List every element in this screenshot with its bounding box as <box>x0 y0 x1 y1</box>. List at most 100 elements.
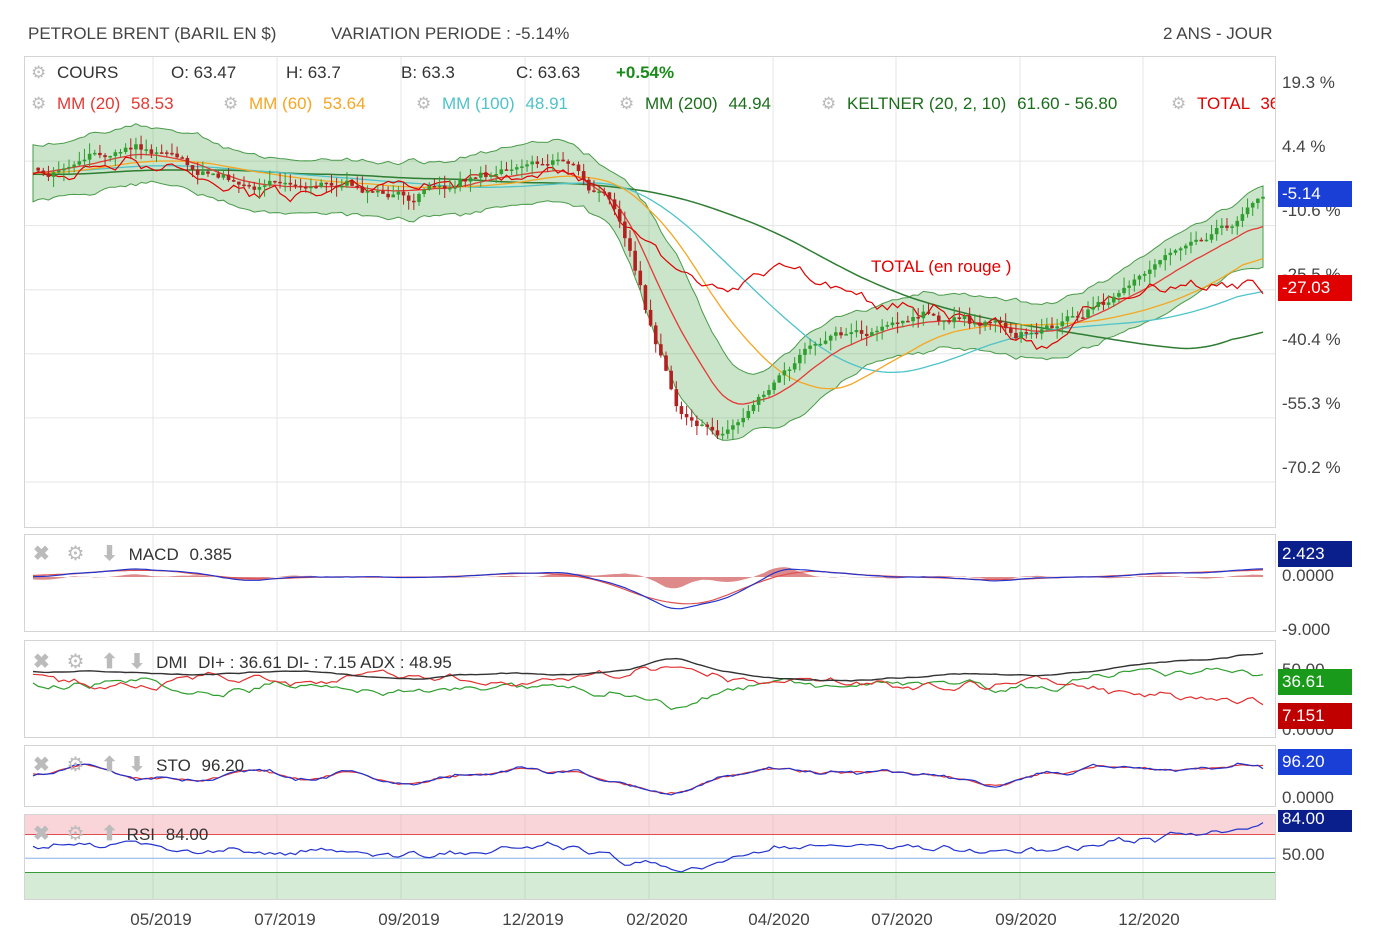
candle-body <box>550 160 555 165</box>
candle-body <box>839 332 843 336</box>
candle-body <box>885 325 890 327</box>
candle-body <box>489 175 493 177</box>
candle-body <box>900 320 905 324</box>
dmi-panel[interactable]: ✖ ⚙ ⬆ ⬇ DMI DI+ : 36.61 DI- : 7.15 ADX :… <box>24 640 1276 738</box>
candle-body <box>1034 332 1039 335</box>
candle-body <box>154 152 159 154</box>
mm200-value: 44.94 <box>728 94 771 113</box>
candle-body <box>46 173 51 177</box>
rsi-overbought-zone <box>25 815 1275 835</box>
candle-body <box>803 348 807 355</box>
candle-body <box>890 322 895 326</box>
gear-icon[interactable]: ⚙ <box>66 823 85 845</box>
move-up-icon[interactable]: ⬆ <box>101 754 118 776</box>
candle-body <box>463 179 468 182</box>
gear-icon[interactable]: ⚙ <box>821 94 837 113</box>
candle-body <box>334 185 339 188</box>
candle-body <box>345 180 349 186</box>
candle-body <box>731 425 735 430</box>
price-panel[interactable]: ⚙ COURS O: 63.47 H: 63.7 B: 63.3 C: 63.6… <box>24 56 1276 528</box>
candle-body <box>1039 329 1044 334</box>
candle-body <box>494 174 498 176</box>
candle-body <box>864 333 869 336</box>
move-down-icon[interactable]: ⬇ <box>128 651 146 673</box>
candle-body <box>442 185 447 189</box>
candle-body <box>427 185 432 190</box>
candle-body <box>370 191 375 193</box>
dmi-label: DMI <box>156 653 188 672</box>
candle-body <box>82 159 87 162</box>
candle-body <box>978 322 982 326</box>
candle-body <box>576 164 581 172</box>
candle-body <box>638 270 643 286</box>
sto-panel[interactable]: ✖ ⚙ ⬆ ⬇ STO 96.20 <box>24 745 1276 807</box>
x-tick: 07/2020 <box>871 910 933 929</box>
candle-body <box>798 354 802 364</box>
candle-body <box>998 320 1003 323</box>
candle-body <box>689 417 694 421</box>
candle-body <box>1014 332 1018 339</box>
candle-body <box>587 179 591 191</box>
keltner-label: KELTNER (20, 2, 10) <box>846 94 1007 113</box>
candle-body <box>1060 321 1065 327</box>
macd-panel[interactable]: ✖ ⚙ ⬇ MACD 0.385 <box>24 534 1276 632</box>
y-tick: 19.3 % <box>1282 73 1335 92</box>
gear-icon[interactable]: ⚙ <box>66 651 85 673</box>
gear-icon[interactable]: ⚙ <box>416 94 432 113</box>
move-down-icon[interactable]: ⬇ <box>128 754 146 776</box>
mm200-label: MM (200) <box>644 94 718 113</box>
keltner-value: 61.60 - 56.80 <box>1017 94 1118 113</box>
gear-icon[interactable]: ⚙ <box>1171 94 1187 113</box>
close-icon[interactable]: ✖ <box>33 823 50 845</box>
candle-body <box>453 186 457 189</box>
move-down-icon[interactable]: ⬇ <box>101 543 118 565</box>
candle-body <box>98 152 102 156</box>
candle-body <box>1081 317 1085 319</box>
rsi-tag: 84.00 <box>1278 810 1352 832</box>
candle-body <box>772 382 776 391</box>
candle-body <box>834 332 838 336</box>
close-icon[interactable]: ✖ <box>33 543 50 565</box>
x-tick: 04/2020 <box>748 910 810 929</box>
last-value-tag: -5.14 <box>1278 181 1352 207</box>
low-value: B: 63.3 <box>401 63 455 82</box>
move-up-icon[interactable]: ⬆ <box>101 823 118 845</box>
macd-histogram <box>33 567 1263 589</box>
close-value: C: 63.63 <box>516 63 581 82</box>
candle-body <box>1127 285 1131 288</box>
candle-body <box>170 152 174 155</box>
gear-icon[interactable]: ⚙ <box>619 94 635 113</box>
gear-icon[interactable]: ⚙ <box>31 94 47 113</box>
candle-body <box>859 330 864 334</box>
rsi-label: RSI <box>126 825 156 844</box>
close-icon[interactable]: ✖ <box>33 651 50 673</box>
candle-body <box>674 389 679 407</box>
gear-icon[interactable]: ⚙ <box>66 543 85 565</box>
candle-body <box>1003 322 1008 329</box>
candle-body <box>72 164 76 167</box>
total-line <box>32 156 1264 351</box>
candle-body <box>499 169 504 175</box>
candle-body <box>283 182 287 185</box>
candle-body <box>108 155 112 158</box>
gear-icon[interactable]: ⚙ <box>31 63 47 82</box>
candle-body <box>612 199 617 210</box>
close-icon[interactable]: ✖ <box>33 754 50 776</box>
candle-body <box>1261 196 1265 199</box>
candle-body <box>1256 198 1260 203</box>
candle-body <box>180 157 185 159</box>
rsi-panel[interactable]: ✖ ⚙ ⬆ RSI 84.00 <box>24 814 1276 900</box>
candle-body <box>226 174 231 181</box>
period-selector[interactable]: 2 ANS - JOUR <box>1163 24 1273 43</box>
gear-icon[interactable]: ⚙ <box>223 94 239 113</box>
candle-body <box>201 171 205 175</box>
move-up-icon[interactable]: ⬆ <box>101 651 118 673</box>
candle-body <box>931 313 936 316</box>
candle-body <box>314 186 318 189</box>
high-value: H: 63.7 <box>286 63 341 82</box>
candle-body <box>962 315 967 320</box>
candle-body <box>365 191 370 193</box>
gear-icon[interactable]: ⚙ <box>66 754 85 776</box>
candle-body <box>1055 326 1059 329</box>
dmi-value: DI+ : 36.61 DI- : 7.15 ADX : 48.95 <box>198 653 452 672</box>
